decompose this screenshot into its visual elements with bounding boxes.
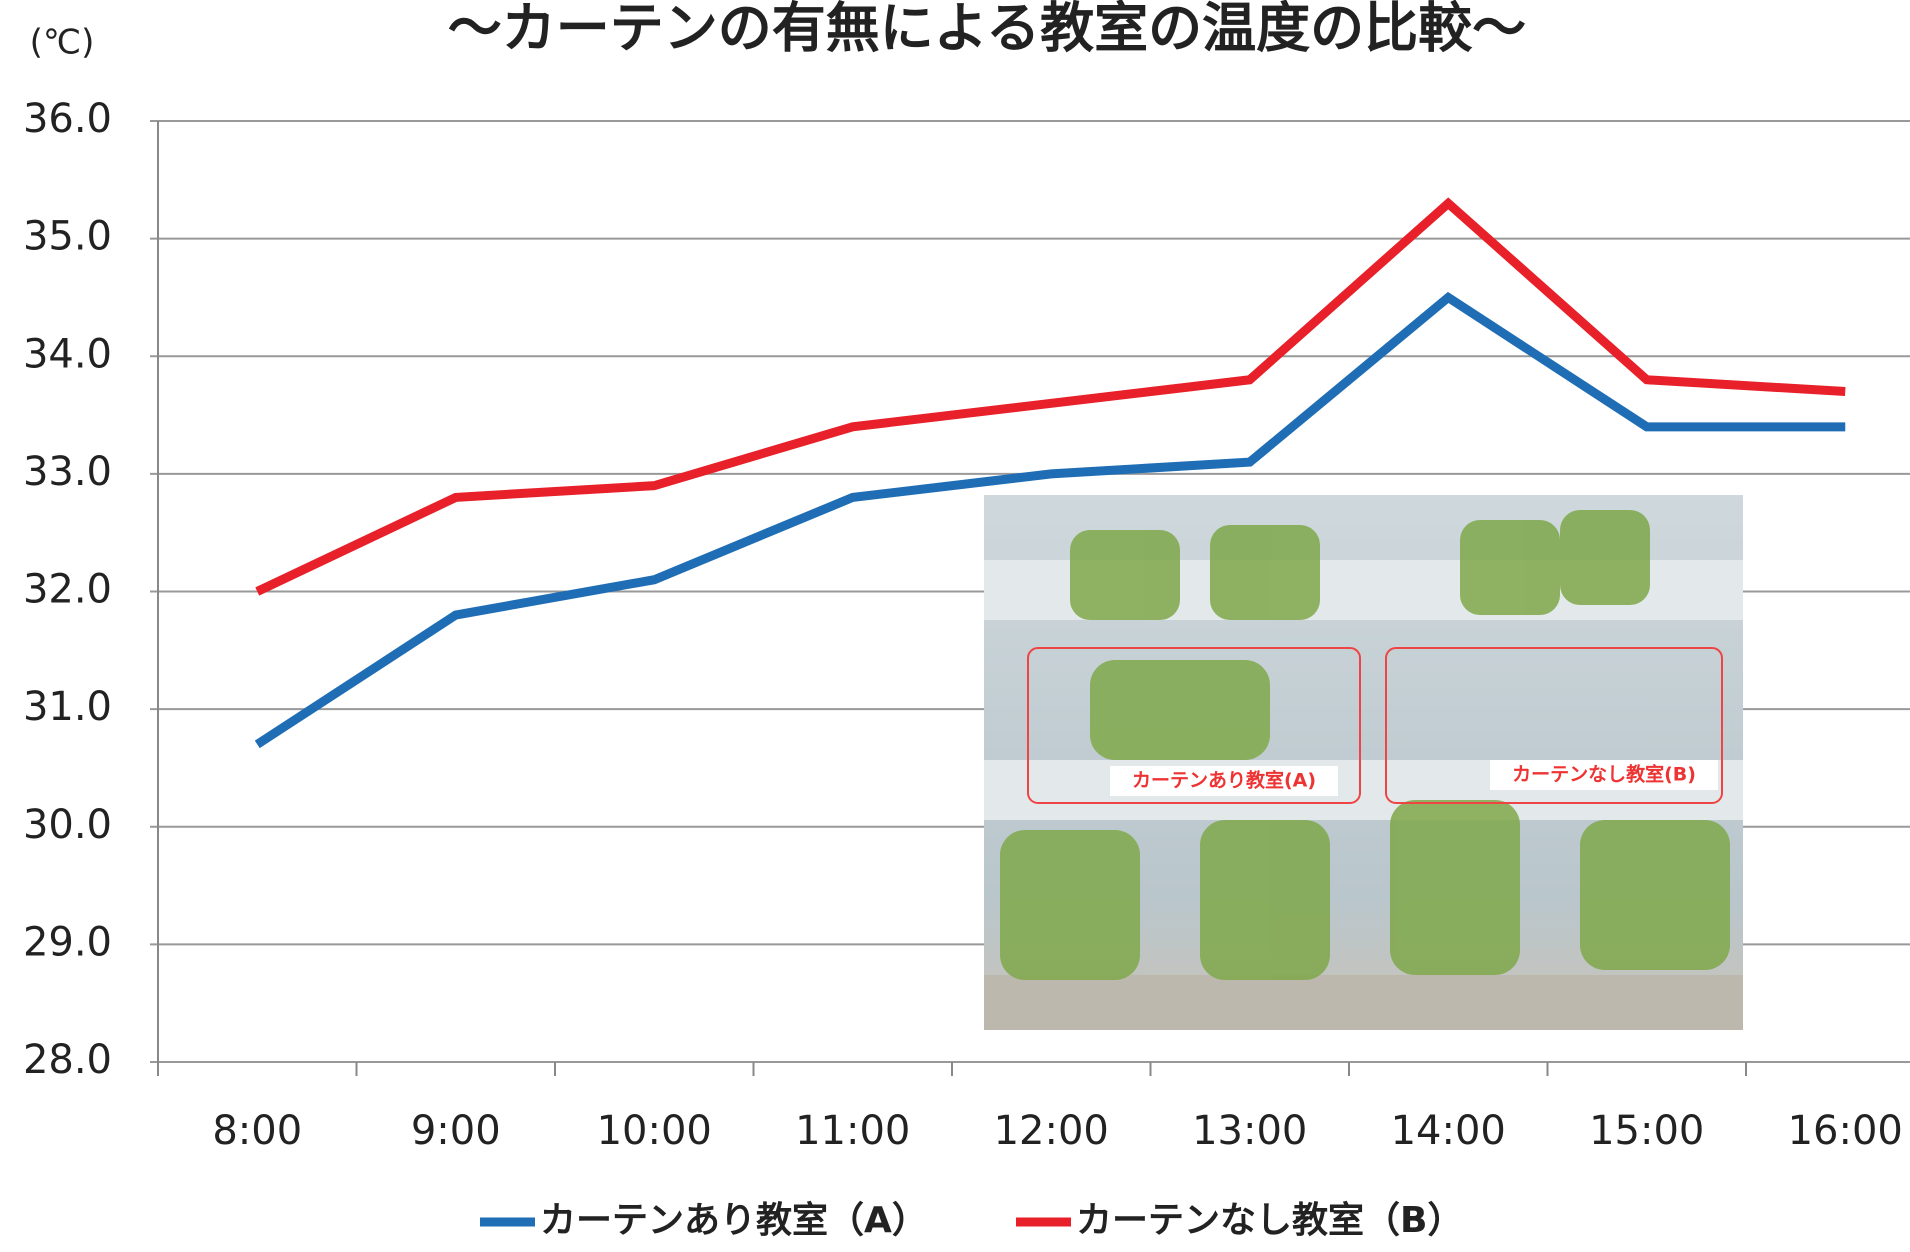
y-tick-label: 31.0 bbox=[23, 684, 112, 730]
x-tick-label: 11:00 bbox=[795, 1108, 910, 1154]
legend-label: カーテンあり教室（A） bbox=[540, 1200, 928, 1241]
photo: カーテンあり教室(A) カーテンなし教室(B) bbox=[984, 495, 1743, 1030]
x-tick-label: 16:00 bbox=[1788, 1108, 1903, 1154]
photo-frame bbox=[1385, 647, 1723, 804]
x-tick-label: 14:00 bbox=[1391, 1108, 1506, 1154]
photo-ground bbox=[984, 975, 1743, 1030]
series-line bbox=[254, 291, 1846, 749]
photo-plants bbox=[1000, 510, 1730, 980]
x-tick-label: 13:00 bbox=[1192, 1108, 1307, 1154]
y-tick-label: 32.0 bbox=[23, 567, 112, 613]
series-line bbox=[255, 197, 1846, 596]
photo-label: カーテンなし教室(B) bbox=[1512, 763, 1696, 786]
y-tick-label: 35.0 bbox=[23, 214, 112, 260]
chart-title: 〜カーテンの有無による教室の温度の比較〜 bbox=[448, 0, 1526, 60]
photo-label-box bbox=[1110, 766, 1338, 796]
photo-frame bbox=[1027, 647, 1361, 804]
photo-label-box bbox=[1490, 760, 1718, 790]
y-tick-label: 30.0 bbox=[23, 802, 112, 848]
x-tick-label: 8:00 bbox=[212, 1108, 302, 1154]
x-tick-label: 15:00 bbox=[1589, 1108, 1704, 1154]
x-tick-label: 12:00 bbox=[994, 1108, 1109, 1154]
y-tick-label: 34.0 bbox=[23, 331, 112, 377]
y-tick-label: 28.0 bbox=[23, 1037, 112, 1083]
photo-label: カーテンあり教室(A) bbox=[1132, 769, 1316, 792]
x-tick-label: 9:00 bbox=[411, 1108, 501, 1154]
y-tick-label: 29.0 bbox=[23, 919, 112, 965]
legend-label: カーテンなし教室（B） bbox=[1076, 1200, 1463, 1241]
y-unit: (℃) bbox=[30, 23, 95, 63]
x-tick-label: 10:00 bbox=[597, 1108, 712, 1154]
y-tick-label: 36.0 bbox=[23, 96, 112, 142]
y-tick-label: 33.0 bbox=[23, 449, 112, 495]
